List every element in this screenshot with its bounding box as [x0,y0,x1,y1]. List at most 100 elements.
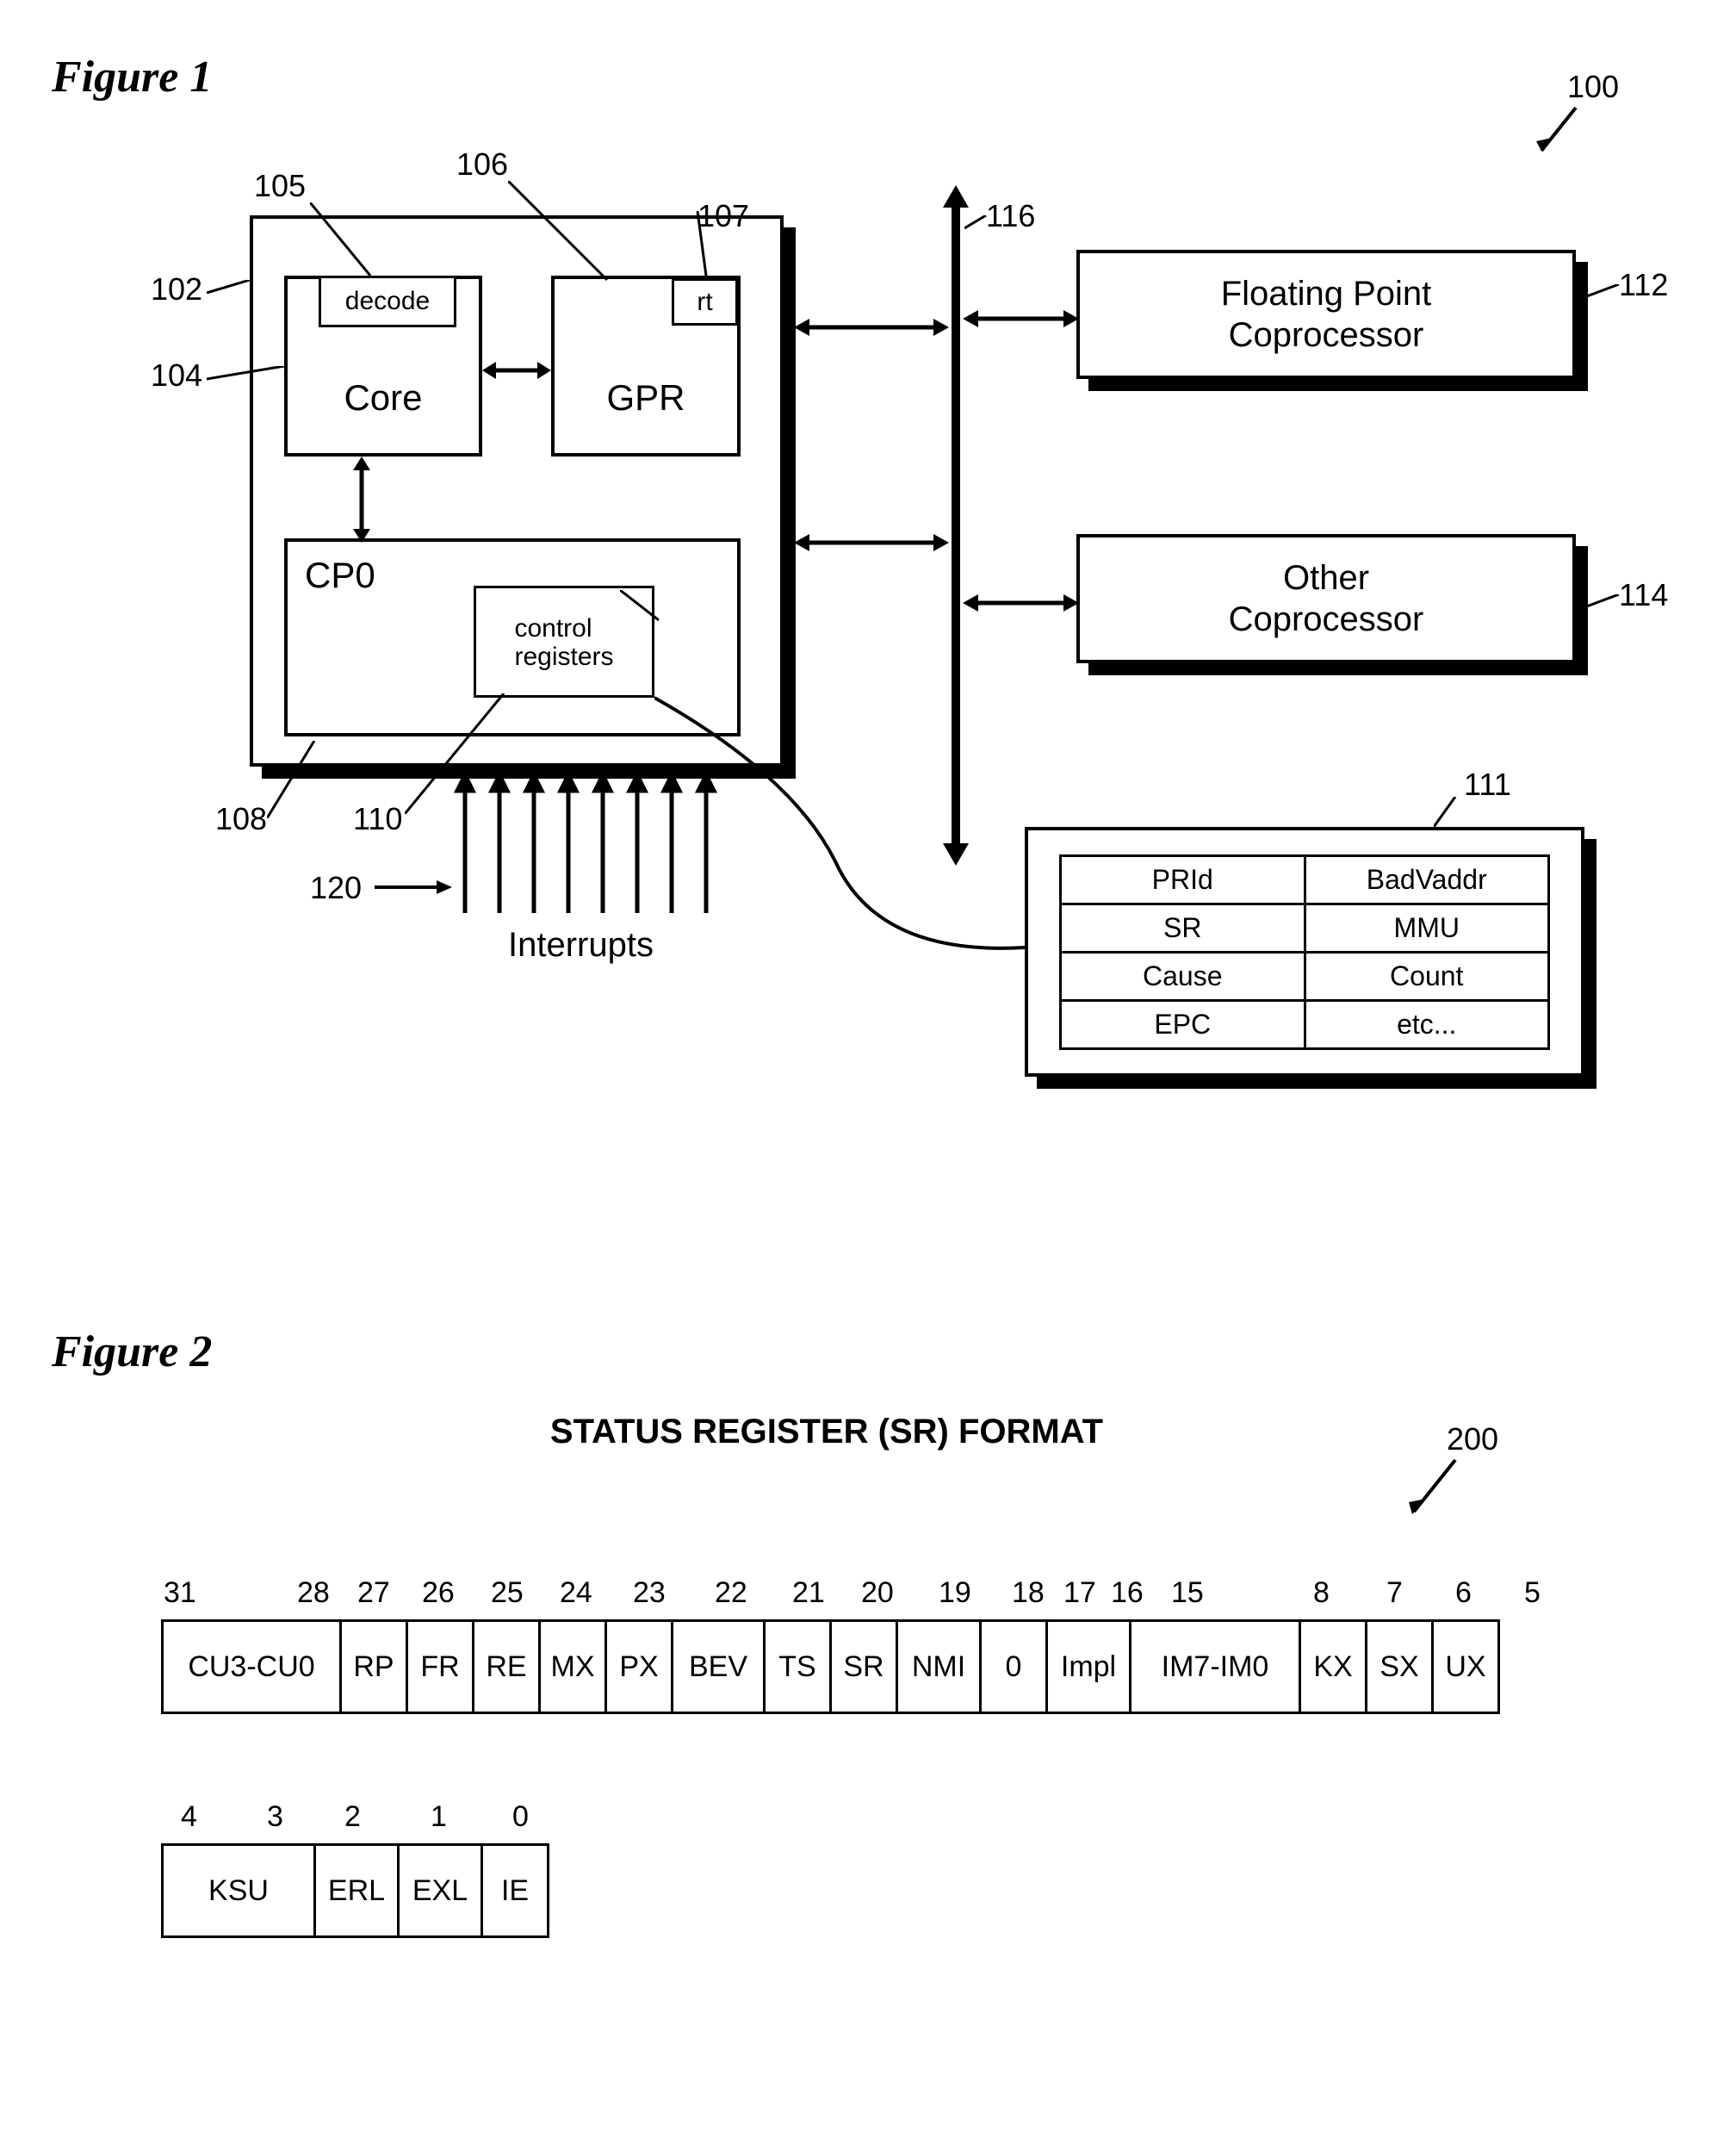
label-111: 111 [1464,767,1511,803]
sr-bit-num: 26 [422,1576,455,1610]
sr-bit-num: 15 [1171,1576,1204,1610]
control-registers-text: control registers [514,614,613,671]
core-text: Core [344,377,422,419]
sr-field: UX [1431,1619,1500,1714]
reg-cell: Cause [1061,953,1305,1001]
sr-field: CU3-CU0 [161,1619,342,1714]
sr-bit-num: 2 [344,1800,361,1834]
decode-text: decode [345,287,430,316]
other-text-inner: Other Coprocessor [1229,559,1424,638]
sr-field: KSU [161,1843,316,1938]
fp-coprocessor: Floating Point Coprocessor [1076,250,1576,379]
ptr-116 [964,215,990,233]
label-116: 116 [986,198,1035,234]
sr-row2-bits: 4 3 2 1 0 [164,1800,594,1843]
sr-row1-fields: CU3-CU0RPFRREMXPXBEVTSSRNMI0ImplIM7-IM0K… [164,1619,1500,1714]
sr-field: 0 [979,1619,1048,1714]
gpr-text: GPR [606,377,685,419]
reg-cell: PRId [1061,856,1305,904]
sr-field: EXL [397,1843,483,1938]
ptr-106 [508,181,629,284]
sr-bit-num: 24 [560,1576,592,1610]
sr-field: FR [406,1619,474,1714]
sr-field: TS [763,1619,832,1714]
interrupts-label: Interrupts [508,926,654,965]
reg-cell: SR [1061,904,1305,953]
arrow-core-cp0 [344,457,379,543]
sr-field: IM7-IM0 [1129,1619,1301,1714]
sr-bit-num: 22 [715,1576,747,1610]
sr-field: SX [1365,1619,1434,1714]
sr-field: RP [339,1619,408,1714]
sr-field: NMI [896,1619,982,1714]
reg-cell: etc... [1305,1001,1549,1049]
label-200: 200 [1447,1421,1498,1457]
ptr-102 [207,280,258,297]
ptr-110 [405,693,508,814]
sr-bit-num: 0 [512,1800,529,1834]
sr-bit-num: 31 [164,1576,196,1610]
sr-field: SR [829,1619,898,1714]
arrow-100 [1533,103,1584,164]
sr-bit-num: 5 [1524,1576,1541,1610]
sr-bit-num: 19 [939,1576,971,1610]
ptr-105 [310,202,396,280]
connector-curve [654,689,1085,991]
sr-field: BEV [671,1619,766,1714]
sr-row1-bits: 3128272625242322212019181716158765 [164,1576,1628,1619]
sr-bit-num: 27 [357,1576,390,1610]
figure-2: Figure 2 STATUS REGISTER (SR) FORMAT 200… [52,1326,1688,2102]
sr-bit-num: 16 [1111,1576,1144,1610]
reg-cell: EPC [1061,1001,1305,1049]
label-102: 102 [151,271,202,308]
arrow-cpu-bus-2 [794,525,949,560]
sr-field: KX [1299,1619,1367,1714]
table-row: Cause Count [1061,953,1549,1001]
label-120: 120 [310,870,362,906]
ptr-ctrl [620,590,663,624]
sr-bit-num: 18 [1012,1576,1045,1610]
fp-text-inner: Floating Point Coprocessor [1221,275,1432,354]
sr-bit-num: 28 [297,1576,330,1610]
label-105: 105 [254,168,306,204]
ptr-114 [1584,594,1619,612]
label-106: 106 [456,146,508,183]
other-text: Other Coprocessor [1229,557,1424,640]
arrow-200 [1404,1456,1464,1525]
decode-block: decode [319,276,456,327]
label-104: 104 [151,357,202,394]
sr-bit-num: 8 [1313,1576,1330,1610]
label-108: 108 [215,801,267,837]
ptr-120 [375,874,452,900]
sr-field: RE [472,1619,541,1714]
reg-cell: MMU [1305,904,1549,953]
fp-text: Floating Point Coprocessor [1221,273,1432,356]
ptr-112 [1584,284,1619,301]
reg-cell: BadVaddr [1305,856,1549,904]
sr-bit-num: 4 [181,1800,197,1834]
sr-bit-num: 25 [491,1576,524,1610]
table-row: PRId BadVaddr [1061,856,1549,904]
sr-field: PX [604,1619,673,1714]
figure-2-title: Figure 2 [52,1326,212,1377]
ptr-108 [267,741,319,818]
table-row: EPC etc... [1061,1001,1549,1049]
sr-field: Impl [1045,1619,1132,1714]
sr-bit-num: 7 [1386,1576,1403,1610]
sr-bit-num: 3 [267,1800,283,1834]
sr-bit-num: 21 [792,1576,825,1610]
ptr-107 [689,211,715,280]
sr-bit-num: 1 [431,1800,447,1834]
sr-bit-num: 6 [1455,1576,1472,1610]
ptr-104 [207,366,288,383]
label-110: 110 [353,801,402,837]
other-coprocessor: Other Coprocessor [1076,534,1576,663]
sr-field: IE [480,1843,549,1938]
rt-text: rt [697,288,712,317]
sr-row2-fields: KSUERLEXLIE [164,1843,549,1938]
arrow-bus-fp [963,301,1079,336]
sr-bit-num: 20 [861,1576,894,1610]
sr-field: ERL [313,1843,400,1938]
table-row: SR MMU [1061,904,1549,953]
register-table-box: PRId BadVaddr SR MMU Cause Count EPC etc… [1025,827,1584,1077]
